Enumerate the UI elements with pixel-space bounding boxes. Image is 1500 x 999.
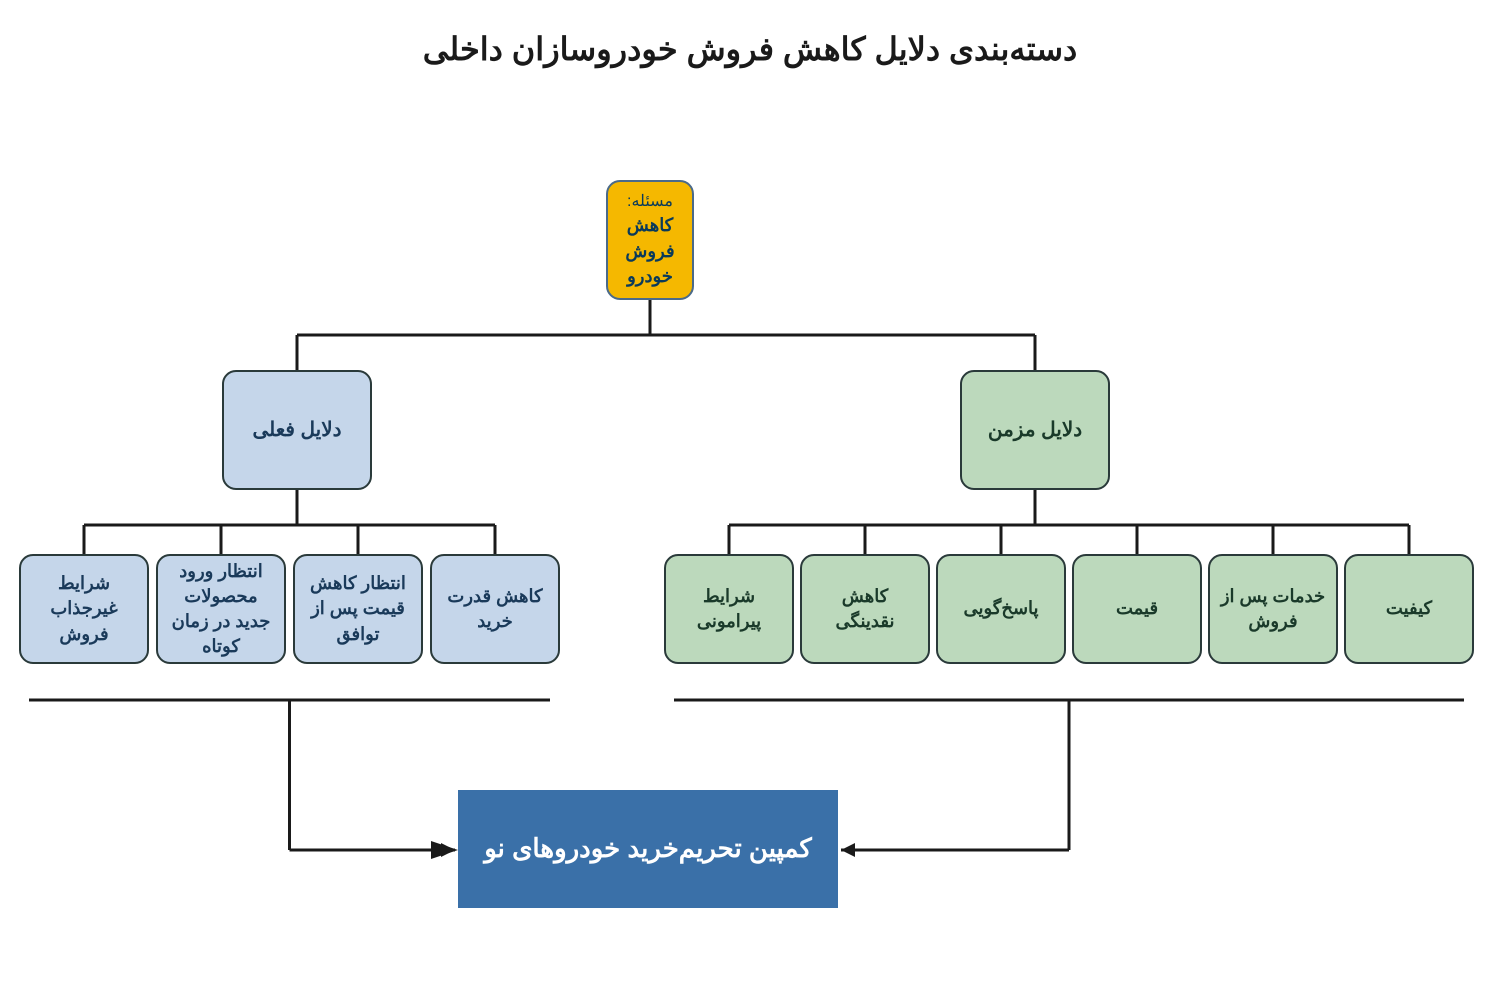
diagram-title: دسته‌بندی دلایل کاهش فروش خودروسازان داخ… xyxy=(0,30,1500,68)
leaf-current-2: انتظار ورود محصولات جدید در زمان کوتاه xyxy=(156,554,286,664)
bottom-node: کمپین تحریمخرید خودروهای نو xyxy=(458,790,838,908)
leaf-current-3: شرایط غیرجذاب فروش xyxy=(19,554,149,664)
branch-chronic: دلایل مزمن xyxy=(960,370,1110,490)
leaf-chronic-3: پاسخ‌گویی xyxy=(936,554,1066,664)
leaf-chronic-2: قیمت xyxy=(1072,554,1202,664)
leaf-chronic-0: کیفیت xyxy=(1344,554,1474,664)
root-label: مسئله: xyxy=(627,191,673,213)
root-text: کاهش فروش خودرو xyxy=(616,213,684,289)
leaf-chronic-4: کاهش نقدینگی xyxy=(800,554,930,664)
root-node: مسئله: کاهش فروش خودرو xyxy=(606,180,694,300)
branch-current: دلایل فعلی xyxy=(222,370,372,490)
leaf-current-1: انتظار کاهش قیمت پس از توافق xyxy=(293,554,423,664)
leaf-chronic-1: خدمات پس از فروش xyxy=(1208,554,1338,664)
leaf-current-0: کاهش قدرت خرید xyxy=(430,554,560,664)
leaf-chronic-5: شرایط پیرامونی xyxy=(664,554,794,664)
